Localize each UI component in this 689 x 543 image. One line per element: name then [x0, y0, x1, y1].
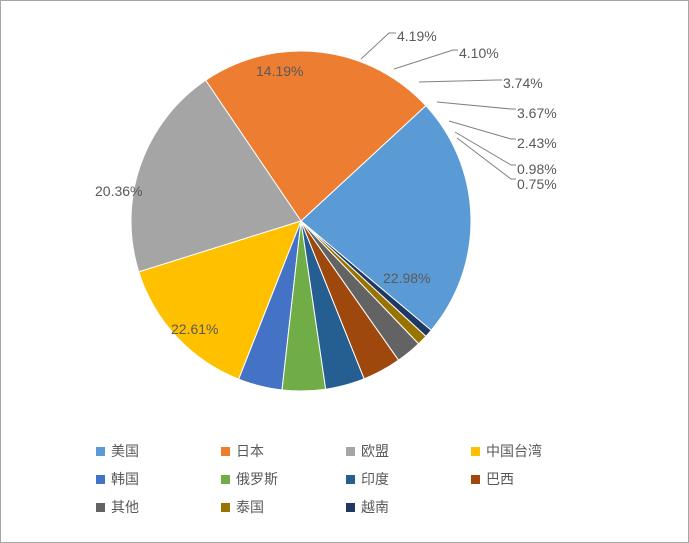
legend-item: 其他 [96, 497, 221, 517]
legend-item: 中国台湾 [471, 441, 596, 461]
legend: 美国 日本 欧盟 中国台湾韩国 俄罗斯 印度 巴西其他 泰国 越南 [96, 441, 596, 517]
legend-swatch [346, 447, 355, 456]
legend-item: 日本 [221, 441, 346, 461]
legend-label: 越南 [361, 497, 389, 517]
legend-label: 巴西 [486, 469, 514, 489]
legend-swatch [346, 503, 355, 512]
legend-swatch [221, 503, 230, 512]
legend-item: 巴西 [471, 469, 596, 489]
legend-label: 美国 [111, 441, 139, 461]
legend-swatch [471, 447, 480, 456]
legend-swatch [346, 475, 355, 484]
legend-swatch [471, 475, 480, 484]
legend-item: 美国 [96, 441, 221, 461]
legend-swatch [96, 475, 105, 484]
legend-swatch [221, 447, 230, 456]
legend-item: 印度 [346, 469, 471, 489]
pie-svg [1, 1, 689, 431]
legend-label: 中国台湾 [486, 441, 542, 461]
legend-label: 韩国 [111, 469, 139, 489]
legend-item: 欧盟 [346, 441, 471, 461]
legend-label: 日本 [236, 441, 264, 461]
legend-swatch [96, 447, 105, 456]
legend-item: 泰国 [221, 497, 346, 517]
legend-swatch [96, 503, 105, 512]
legend-label: 俄罗斯 [236, 469, 278, 489]
legend-label: 其他 [111, 497, 139, 517]
legend-item: 越南 [346, 497, 471, 517]
legend-item: 俄罗斯 [221, 469, 346, 489]
legend-label: 印度 [361, 469, 389, 489]
pie-chart: 22.98%22.61%20.36%14.19%4.19%4.10%3.74%3… [1, 1, 689, 431]
legend-item: 韩国 [96, 469, 221, 489]
legend-label: 泰国 [236, 497, 264, 517]
legend-swatch [221, 475, 230, 484]
legend-label: 欧盟 [361, 441, 389, 461]
